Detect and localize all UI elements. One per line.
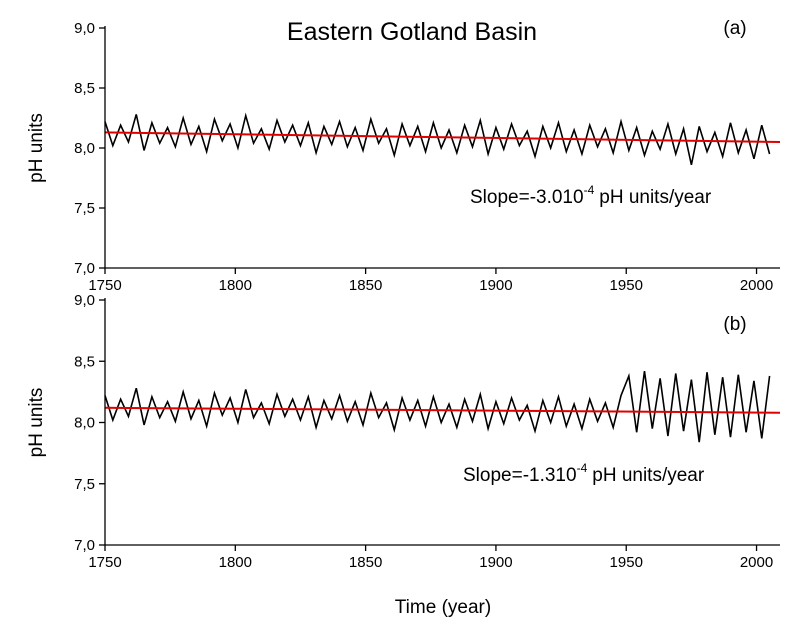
y-tick-label: 8,0 [74, 415, 95, 432]
y-tick-label: 9,0 [74, 292, 95, 309]
slope-annotation: Slope=-3.010-4 pH units/year [470, 183, 712, 208]
slope-exponent: -4 [577, 461, 588, 475]
x-tick-label: 1900 [479, 277, 512, 294]
y-axis-label: pH units [26, 388, 47, 458]
y-tick-label: 8,5 [74, 353, 95, 370]
chart-title: Eastern Gotland Basin [287, 18, 537, 46]
y-tick-label: 7,5 [74, 476, 95, 493]
y-tick-label: 7,0 [74, 260, 95, 277]
y-axis-label: pH units [26, 113, 47, 183]
x-tick-label: 1750 [88, 554, 121, 571]
trend-line [104, 131, 781, 143]
slope-unit: pH units/year [599, 187, 712, 208]
panel-label: (a) [723, 18, 746, 39]
x-tick-label: 1950 [610, 277, 643, 294]
y-tick-label: 8,5 [74, 80, 95, 97]
x-tick-label: 2000 [740, 277, 773, 294]
y-tick-label: 7,5 [74, 200, 95, 217]
slope-text: Slope=-1.310 [463, 465, 577, 486]
y-tick-label: 9,0 [74, 20, 95, 37]
slope-unit: pH units/year [592, 465, 705, 486]
x-tick-label: 1850 [349, 554, 382, 571]
x-tick-label: 1950 [610, 554, 643, 571]
panel-label: (b) [723, 314, 746, 335]
x-tick-label: 1850 [349, 277, 382, 294]
data-line [104, 370, 771, 443]
x-axis-label: Time (year) [395, 597, 491, 618]
x-tick-label: 1800 [219, 554, 252, 571]
slope-annotation: Slope=-1.310-4 pH units/year [463, 461, 705, 486]
y-tick-label: 7,0 [74, 537, 95, 554]
slope-exponent: -4 [584, 183, 595, 197]
y-tick-label: 8,0 [74, 140, 95, 157]
x-tick-label: 1900 [479, 554, 512, 571]
slope-text: Slope=-3.010 [470, 187, 584, 208]
x-tick-label: 2000 [740, 554, 773, 571]
x-tick-label: 1750 [88, 277, 121, 294]
data-line [104, 112, 771, 165]
trend-line [104, 406, 781, 414]
x-tick-label: 1800 [219, 277, 252, 294]
